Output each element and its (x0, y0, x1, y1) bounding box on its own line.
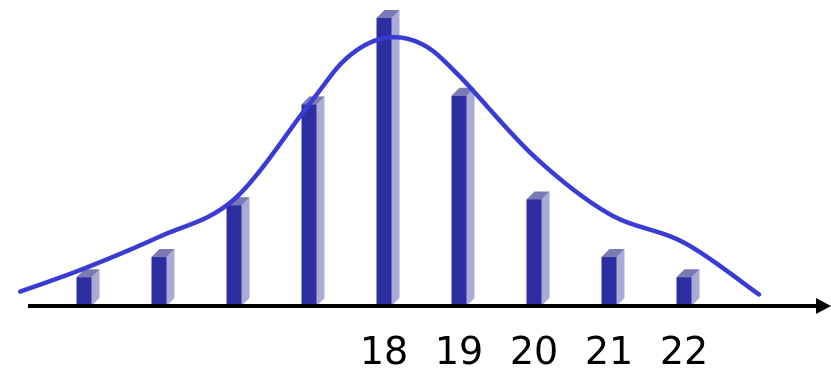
bar-1 (76, 269, 100, 306)
bar-side-face (391, 10, 400, 306)
x-tick-label: 20 (510, 329, 558, 371)
bar-top-face (376, 10, 400, 18)
bar-side-face (241, 197, 250, 306)
bar-top-face (451, 87, 475, 96)
x-axis-arrow (816, 298, 831, 314)
bar-2 (151, 249, 175, 306)
bar-side-face (691, 269, 700, 306)
bar-front-face (601, 257, 617, 306)
bar-side-face (91, 269, 100, 306)
bars-group (76, 10, 700, 307)
bar-3 (226, 197, 250, 306)
bar-top-face (151, 249, 175, 258)
bar-front-face (676, 277, 692, 306)
bar-front-face (376, 18, 392, 306)
bar-8 (601, 249, 625, 306)
bar-side-face (541, 191, 550, 306)
bar-top-face (676, 269, 700, 278)
distribution-curve (18, 34, 762, 297)
x-tick-label: 19 (435, 329, 483, 371)
bar-front-face (301, 104, 317, 307)
x-tick-label: 18 (360, 329, 408, 371)
tick-labels: 18 19 20 21 22 (360, 329, 708, 371)
bar-front-face (76, 277, 92, 306)
bar-6 (451, 87, 475, 306)
bar-4 (301, 96, 325, 307)
x-tick-label: 22 (660, 329, 708, 371)
bar-9 (676, 269, 700, 306)
bar-side-face (466, 87, 475, 306)
bar-top-face (526, 191, 550, 200)
bar-side-face (316, 96, 325, 307)
bar-front-face (451, 95, 467, 306)
bar-top-face (601, 249, 625, 258)
x-tick-label: 21 (585, 329, 633, 371)
x-axis (28, 298, 831, 314)
bar-front-face (526, 199, 542, 306)
bar-front-face (226, 205, 242, 306)
bar-side-face (616, 249, 625, 306)
bar-5 (376, 10, 400, 306)
bar-7 (526, 191, 550, 306)
bar-side-face (166, 249, 175, 306)
bar-front-face (151, 257, 167, 306)
bar-top-face (76, 269, 100, 278)
